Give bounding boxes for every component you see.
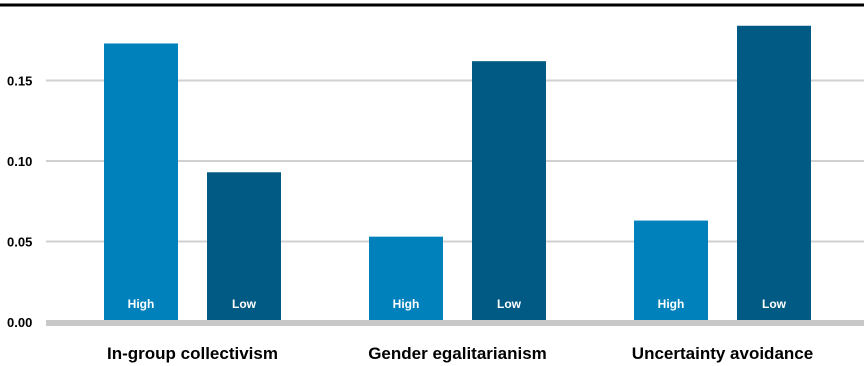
category-labels: In-group collectivism Gender egalitariani… <box>107 344 813 363</box>
bar-high <box>634 220 708 322</box>
y-axis-ticks: 0.00 0.05 0.10 0.15 <box>7 74 32 331</box>
bar-label: High <box>128 297 155 311</box>
category-label: Uncertainty avoidance <box>632 344 813 363</box>
y-tick-label: 0.15 <box>7 74 32 89</box>
bar-label: High <box>393 297 420 311</box>
bar-low <box>472 61 546 323</box>
category-label: In-group collectivism <box>107 344 278 363</box>
category-label: Gender egalitarianism <box>368 344 547 363</box>
bar-label: Low <box>232 297 257 311</box>
y-tick-label: 0.05 <box>7 235 32 250</box>
bar-label: Low <box>497 297 522 311</box>
gridlines <box>46 79 864 243</box>
bar-high <box>369 236 443 322</box>
bar-low <box>207 172 281 322</box>
bar-high <box>104 43 178 322</box>
bar-low <box>737 25 811 322</box>
bar-label: Low <box>762 297 787 311</box>
bars: High Low High Low High Low <box>104 25 811 323</box>
y-tick-label: 0.00 <box>7 315 32 330</box>
y-tick-label: 0.10 <box>7 154 32 169</box>
bar-label: High <box>658 297 685 311</box>
baseline <box>46 320 864 326</box>
